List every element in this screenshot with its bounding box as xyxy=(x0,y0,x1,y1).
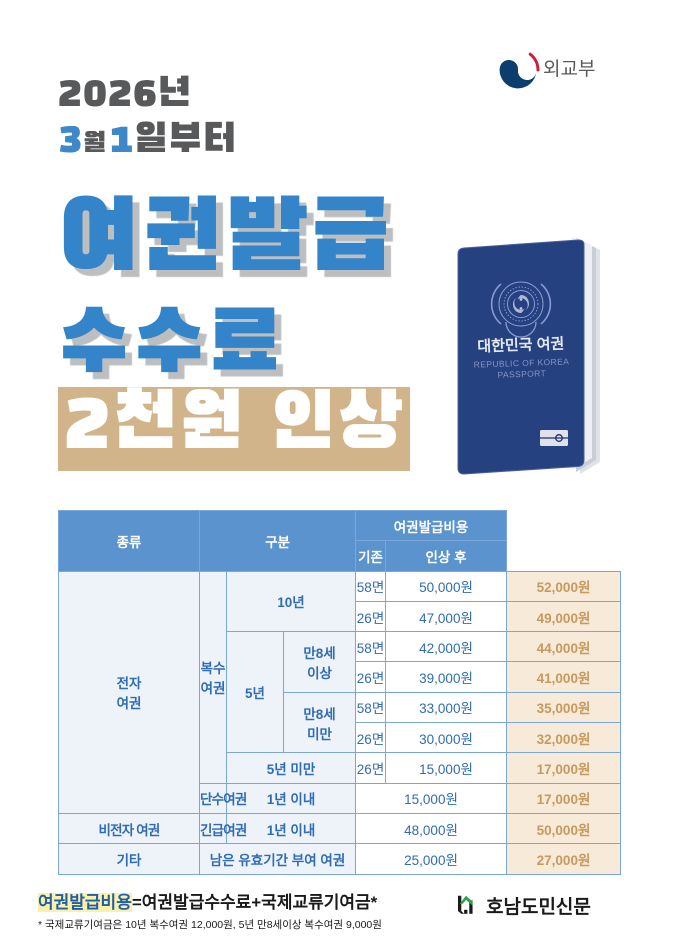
svg-text:대한민국 여권: 대한민국 여권 xyxy=(477,334,565,355)
svg-text:외교부: 외교부 xyxy=(543,58,595,80)
svg-text:PASSPORT: PASSPORT xyxy=(497,368,546,380)
svg-text:호남도민신문: 호남도민신문 xyxy=(486,896,591,918)
